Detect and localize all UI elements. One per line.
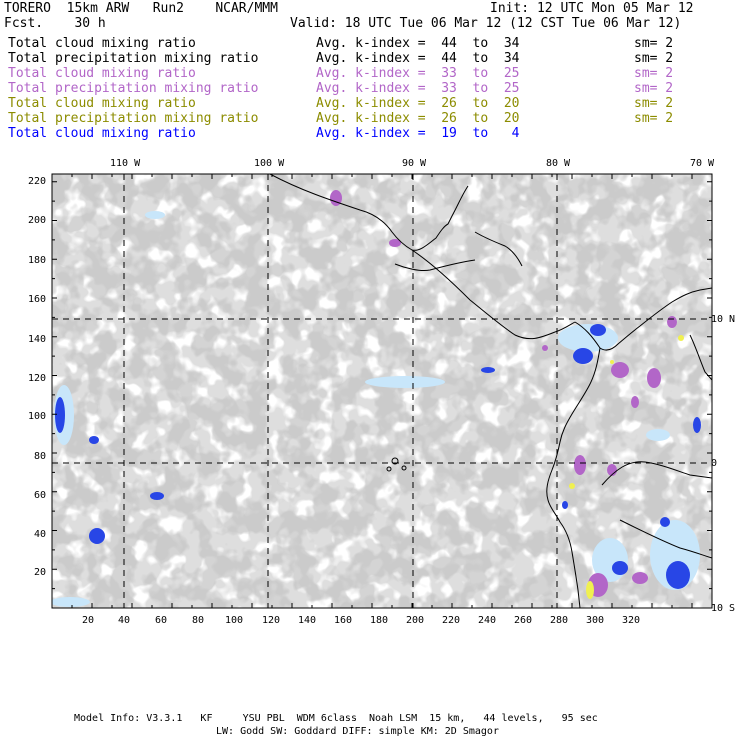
lon-label-90w: 90 W xyxy=(402,158,427,169)
galapagos-islands xyxy=(386,457,407,472)
coastlines xyxy=(269,174,712,608)
axis-tick-marks xyxy=(51,174,713,609)
x-tick-label: 300 xyxy=(586,615,605,626)
x-tick-label: 140 xyxy=(298,615,317,626)
legend-sm-1: sm= 2 xyxy=(634,36,674,51)
legend-field-5: Total cloud mixing ratio xyxy=(8,96,196,111)
legend-field-3: Total cloud mixing ratio xyxy=(8,66,196,81)
legend-index-1: Avg. k-index = 44 to 34 xyxy=(316,36,520,51)
legend-index-6: Avg. k-index = 26 to 20 xyxy=(316,111,520,126)
x-tick-label: 200 xyxy=(406,615,425,626)
x-tick-label: 160 xyxy=(334,615,353,626)
x-tick-label: 280 xyxy=(550,615,569,626)
y-tick-label: 20 xyxy=(34,567,47,578)
forecast-hour: Fcst. 30 h xyxy=(4,16,106,31)
map-plot-area xyxy=(52,174,712,608)
y-tick-label: 220 xyxy=(28,176,47,187)
legend-sm-5: sm= 2 xyxy=(634,96,674,111)
y-tick-label: 40 xyxy=(34,529,47,540)
lat-label-10n: 10 N xyxy=(711,314,736,325)
x-tick-label: 80 xyxy=(192,615,205,626)
yellow-patches xyxy=(569,335,684,599)
lon-label-110w: 110 W xyxy=(110,158,141,169)
model-title: TORERO 15km ARW Run2 NCAR/MMM xyxy=(4,1,278,16)
x-tick-label: 220 xyxy=(442,615,461,626)
legend-index-2: Avg. k-index = 44 to 34 xyxy=(316,51,520,66)
lon-label-80w: 80 W xyxy=(546,158,571,169)
x-tick-label: 260 xyxy=(514,615,533,626)
legend-field-2: Total precipitation mixing ratio xyxy=(8,51,259,66)
y-tick-label: 200 xyxy=(28,215,47,226)
legend-field-4: Total precipitation mixing ratio xyxy=(8,81,259,96)
y-tick-label: 160 xyxy=(28,294,47,305)
legend-index-3: Avg. k-index = 33 to 25 xyxy=(316,66,520,81)
x-tick-label: 40 xyxy=(118,615,131,626)
legend-index-7: Avg. k-index = 19 to 4 xyxy=(316,126,520,141)
lon-label-70w: 70 W xyxy=(690,158,715,169)
lat-label-10s: 10 S xyxy=(711,603,736,614)
y-tick-label: 80 xyxy=(34,451,47,462)
lon-label-100w: 100 W xyxy=(254,158,285,169)
legend-field-1: Total cloud mixing ratio xyxy=(8,36,196,51)
y-tick-label: 100 xyxy=(28,411,47,422)
legend-field-6: Total precipitation mixing ratio xyxy=(8,111,259,126)
legend-field-7: Total cloud mixing ratio xyxy=(8,126,196,141)
x-tick-label: 20 xyxy=(82,615,95,626)
y-tick-label: 60 xyxy=(34,490,47,501)
x-tick-label: 120 xyxy=(262,615,281,626)
graticule xyxy=(52,174,712,608)
y-tick-label: 140 xyxy=(28,334,47,345)
legend-sm-2: sm= 2 xyxy=(634,51,674,66)
legend-index-5: Avg. k-index = 26 to 20 xyxy=(316,96,520,111)
x-tick-label: 320 xyxy=(622,615,641,626)
legend-sm-3: sm= 2 xyxy=(634,66,674,81)
lat-label-0: 0 xyxy=(711,458,718,469)
x-tick-label: 180 xyxy=(370,615,389,626)
x-tick-label: 100 xyxy=(225,615,244,626)
legend-index-4: Avg. k-index = 33 to 25 xyxy=(316,81,520,96)
legend-sm-4: sm= 2 xyxy=(634,81,674,96)
y-tick-label: 120 xyxy=(28,373,47,384)
y-tick-label: 180 xyxy=(28,255,47,266)
valid-time: Valid: 18 UTC Tue 06 Mar 12 (12 CST Tue … xyxy=(290,16,682,31)
map-frame xyxy=(51,173,713,609)
cloud-field-dark-gray xyxy=(52,174,712,608)
blue-patches xyxy=(55,324,701,589)
x-tick-label: 240 xyxy=(478,615,497,626)
legend-sm-6: sm= 2 xyxy=(634,111,674,126)
init-time: Init: 12 UTC Mon 05 Mar 12 xyxy=(490,1,694,16)
model-info: Model Info: V3.3.1 KF YSU PBL WDM 6class… xyxy=(74,713,598,724)
physics-info: LW: Godd SW: Goddard DIFF: simple KM: 2D… xyxy=(216,726,499,737)
x-tick-label: 60 xyxy=(155,615,168,626)
